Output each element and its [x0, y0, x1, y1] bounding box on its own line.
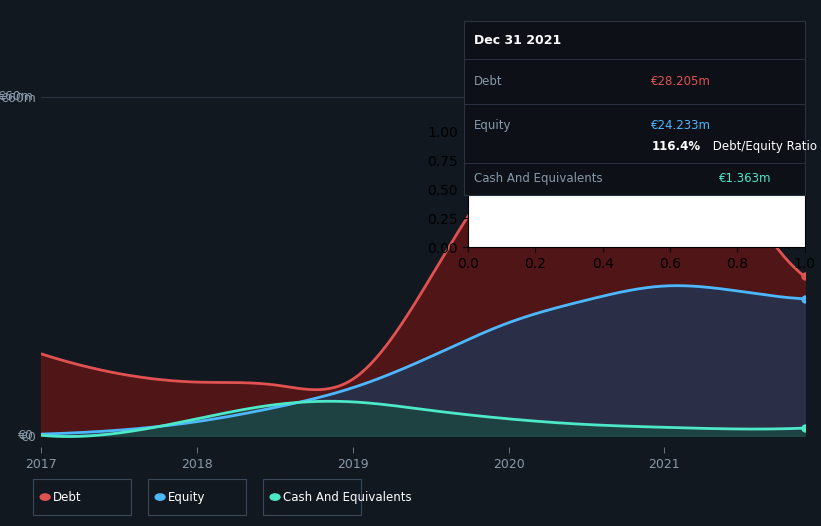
Point	[798, 424, 811, 432]
Text: Cash And Equivalents: Cash And Equivalents	[474, 173, 603, 186]
Text: Dec 31 2021: Dec 31 2021	[474, 34, 562, 47]
Text: Debt: Debt	[53, 491, 82, 503]
Text: 116.4%: 116.4%	[651, 139, 700, 153]
Text: €60m: €60m	[0, 90, 34, 103]
Text: Equity: Equity	[168, 491, 206, 503]
Text: Debt/Equity Ratio: Debt/Equity Ratio	[709, 139, 817, 153]
Text: €24.233m: €24.233m	[651, 119, 711, 132]
Text: €0: €0	[17, 429, 34, 442]
Text: €1.363m: €1.363m	[719, 173, 772, 186]
Text: €28.205m: €28.205m	[651, 75, 711, 88]
Text: Debt: Debt	[474, 75, 502, 88]
Point	[798, 295, 811, 303]
Text: Equity: Equity	[474, 119, 511, 132]
Point	[798, 272, 811, 280]
Text: Cash And Equivalents: Cash And Equivalents	[283, 491, 412, 503]
